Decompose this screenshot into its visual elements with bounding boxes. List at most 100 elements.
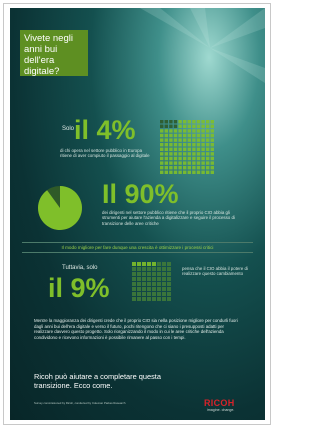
grid-cell	[211, 152, 214, 155]
grid-cell	[160, 152, 163, 155]
grid-cell	[197, 125, 200, 128]
grid-cell	[152, 262, 156, 266]
grid-cell	[211, 129, 214, 132]
grid-cell	[142, 262, 146, 266]
grid-cell	[211, 148, 214, 151]
grid-cell	[142, 287, 146, 291]
grid-cell	[137, 297, 141, 301]
grid-cell	[192, 161, 195, 164]
grid-cell	[132, 287, 136, 291]
grid-cell	[201, 157, 204, 160]
grid-cell	[157, 277, 161, 281]
grid-cell	[183, 171, 186, 174]
grid-cell	[192, 157, 195, 160]
grid-cell	[132, 272, 136, 276]
grid-cell	[142, 267, 146, 271]
grid-cell	[174, 138, 177, 141]
grid-cell	[167, 262, 171, 266]
grid-cell	[192, 120, 195, 123]
grid-cell	[206, 120, 209, 123]
grid-cell	[178, 166, 181, 169]
grid-cell	[152, 297, 156, 301]
grid-cell	[183, 152, 186, 155]
grid-cell	[183, 129, 186, 132]
grid-cell	[201, 120, 204, 123]
grid-cell	[178, 148, 181, 151]
grid-cell	[160, 143, 163, 146]
grid-cell	[188, 143, 191, 146]
grid-cell	[211, 166, 214, 169]
grid-cell	[169, 171, 172, 174]
grid-cell	[178, 134, 181, 137]
pie-chart	[38, 186, 82, 230]
grid-cell	[197, 129, 200, 132]
footnote: Survey commissioned by Ricoh, conducted …	[34, 401, 184, 405]
grid-cell	[188, 157, 191, 160]
grid-cell	[162, 287, 166, 291]
grid-cell	[167, 267, 171, 271]
grid-cell	[165, 120, 168, 123]
grid-cell	[211, 157, 214, 160]
grid-cell	[165, 143, 168, 146]
stat-lead: Tuttavia, solo	[62, 265, 97, 271]
grid-cell	[160, 166, 163, 169]
grid-cell	[165, 134, 168, 137]
grid-cell	[165, 138, 168, 141]
stat-text: dei dirigenti nel settore pubblico ritie…	[102, 210, 242, 226]
stat-text: pensa che il CIO abbia il potere di real…	[182, 266, 248, 277]
grid-cell	[142, 282, 146, 286]
grid-cell	[157, 267, 161, 271]
grid-cell	[178, 125, 181, 128]
grid-cell	[197, 134, 200, 137]
grid-cell	[192, 129, 195, 132]
grid-cell	[188, 152, 191, 155]
grid-cell	[147, 262, 151, 266]
grid-cell	[211, 138, 214, 141]
grid-cell	[206, 152, 209, 155]
grid-cell	[174, 129, 177, 132]
grid-cell	[160, 138, 163, 141]
grid-cell	[174, 143, 177, 146]
infographic: Vivete negli anni bui dell'era digitale?…	[10, 8, 265, 420]
grid-cell	[178, 120, 181, 123]
grid-cell	[201, 134, 204, 137]
grid-cell	[201, 152, 204, 155]
grid-cell	[188, 129, 191, 132]
grid-cell	[132, 292, 136, 296]
grid-cell	[197, 161, 200, 164]
grid-cell	[188, 134, 191, 137]
grid-cell	[152, 282, 156, 286]
grid-cell	[162, 272, 166, 276]
grid-cell	[174, 161, 177, 164]
grid-cell	[147, 267, 151, 271]
grid-cell	[206, 134, 209, 137]
grid-cell	[162, 297, 166, 301]
grid-cell	[174, 120, 177, 123]
grid-cell	[183, 125, 186, 128]
grid-cell	[169, 166, 172, 169]
logo: RICOH	[204, 398, 235, 408]
grid-cell	[197, 171, 200, 174]
grid-cell	[192, 143, 195, 146]
grid-cell	[201, 125, 204, 128]
grid-cell	[174, 125, 177, 128]
grid-cell	[169, 152, 172, 155]
grid-cell	[188, 120, 191, 123]
grid-cell	[206, 129, 209, 132]
pie-slice	[38, 186, 82, 230]
grid-cell	[178, 157, 181, 160]
grid-cell	[201, 143, 204, 146]
body-text: Mentre la maggioranza dei dirigenti cred…	[34, 318, 242, 340]
grid-cell	[197, 138, 200, 141]
grid-cell	[165, 157, 168, 160]
grid-cell	[211, 120, 214, 123]
grid-cell	[206, 161, 209, 164]
grid-cell	[201, 161, 204, 164]
stat-text: di chi opera nel settore pubblico in Eur…	[60, 148, 155, 159]
grid-cell	[183, 143, 186, 146]
grid-cell	[206, 157, 209, 160]
grid-cell	[178, 138, 181, 141]
grid-cell	[162, 277, 166, 281]
grid-cell	[142, 292, 146, 296]
grid-cell	[147, 292, 151, 296]
